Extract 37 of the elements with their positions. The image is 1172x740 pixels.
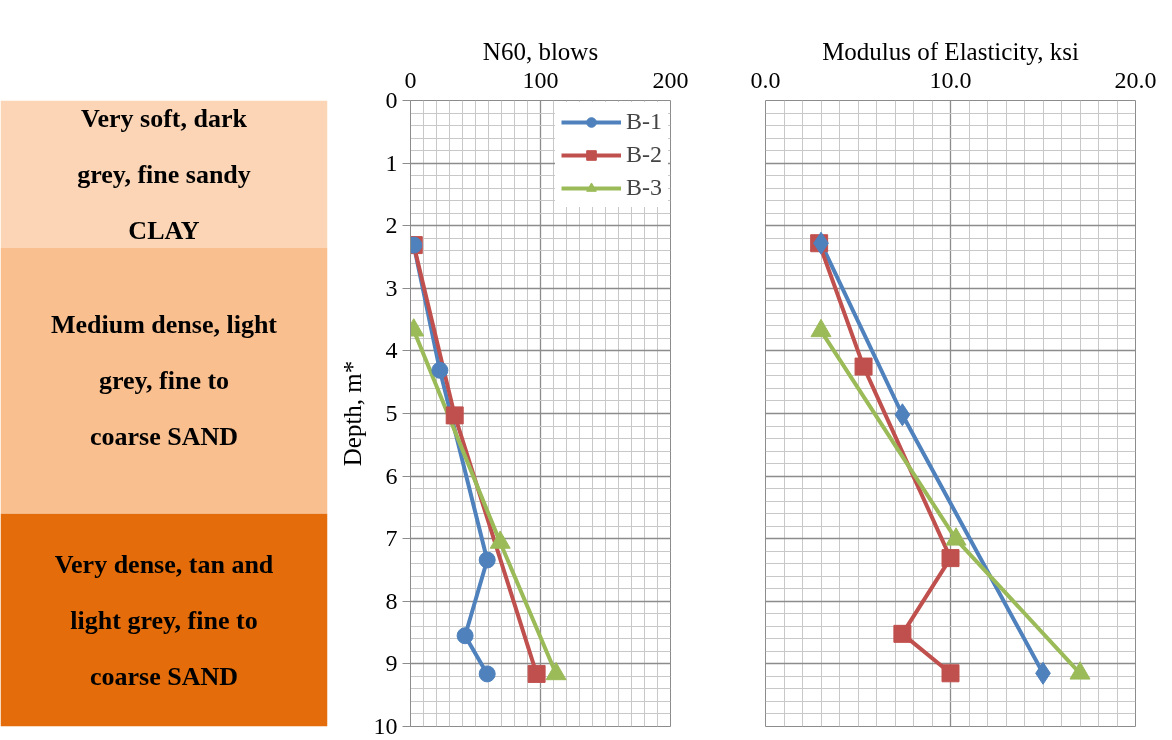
point (478, 551, 496, 569)
point (941, 549, 960, 568)
x-tick-label: 20.0 (1114, 66, 1157, 93)
y-tick-label: 0 (385, 87, 398, 113)
y-tick-label: 1 (385, 149, 398, 176)
point (854, 357, 873, 376)
point (456, 627, 474, 645)
x-tick-label: 0 (404, 66, 417, 93)
y-tick-label: 9 (385, 650, 398, 677)
y-tick-label: 7 (385, 525, 398, 552)
y-tick-label: 5 (385, 400, 398, 426)
point (445, 406, 464, 425)
point (941, 664, 960, 683)
text: Medium dense, light grey, fine to coarse SAND (50, 310, 278, 452)
point (893, 624, 912, 643)
y-tick-label: 3 (385, 274, 398, 301)
x-tick-label: 200 (652, 66, 689, 93)
x-tick-label: 0.0 (750, 66, 781, 93)
y-tick-label: 2 (385, 212, 398, 239)
y-axis-title: Depth, m* (338, 360, 366, 467)
point (894, 403, 911, 427)
y-tick-label: 10 (373, 713, 398, 739)
text: Very dense, tan and light grey, fine to coarse SAND (54, 549, 274, 691)
y-tick-label: 4 (385, 337, 398, 364)
y-tick-label: 8 (385, 587, 398, 614)
x-tick-label: 100 (522, 66, 559, 93)
x-tick-label: 10.0 (929, 66, 972, 93)
x-axis-title: N60, blows (482, 37, 599, 65)
text: Very soft, dark grey, fine sandy CLAY (77, 103, 251, 245)
legend-label: B-3 (626, 174, 662, 201)
point (478, 665, 496, 683)
legend-label: B-1 (626, 108, 662, 135)
x-axis-title: Modulus of Elasticity, ksi (822, 37, 1079, 65)
y-tick-label: 6 (385, 462, 398, 489)
legend-label: B-2 (626, 141, 662, 168)
point (527, 664, 546, 683)
point (431, 361, 449, 379)
